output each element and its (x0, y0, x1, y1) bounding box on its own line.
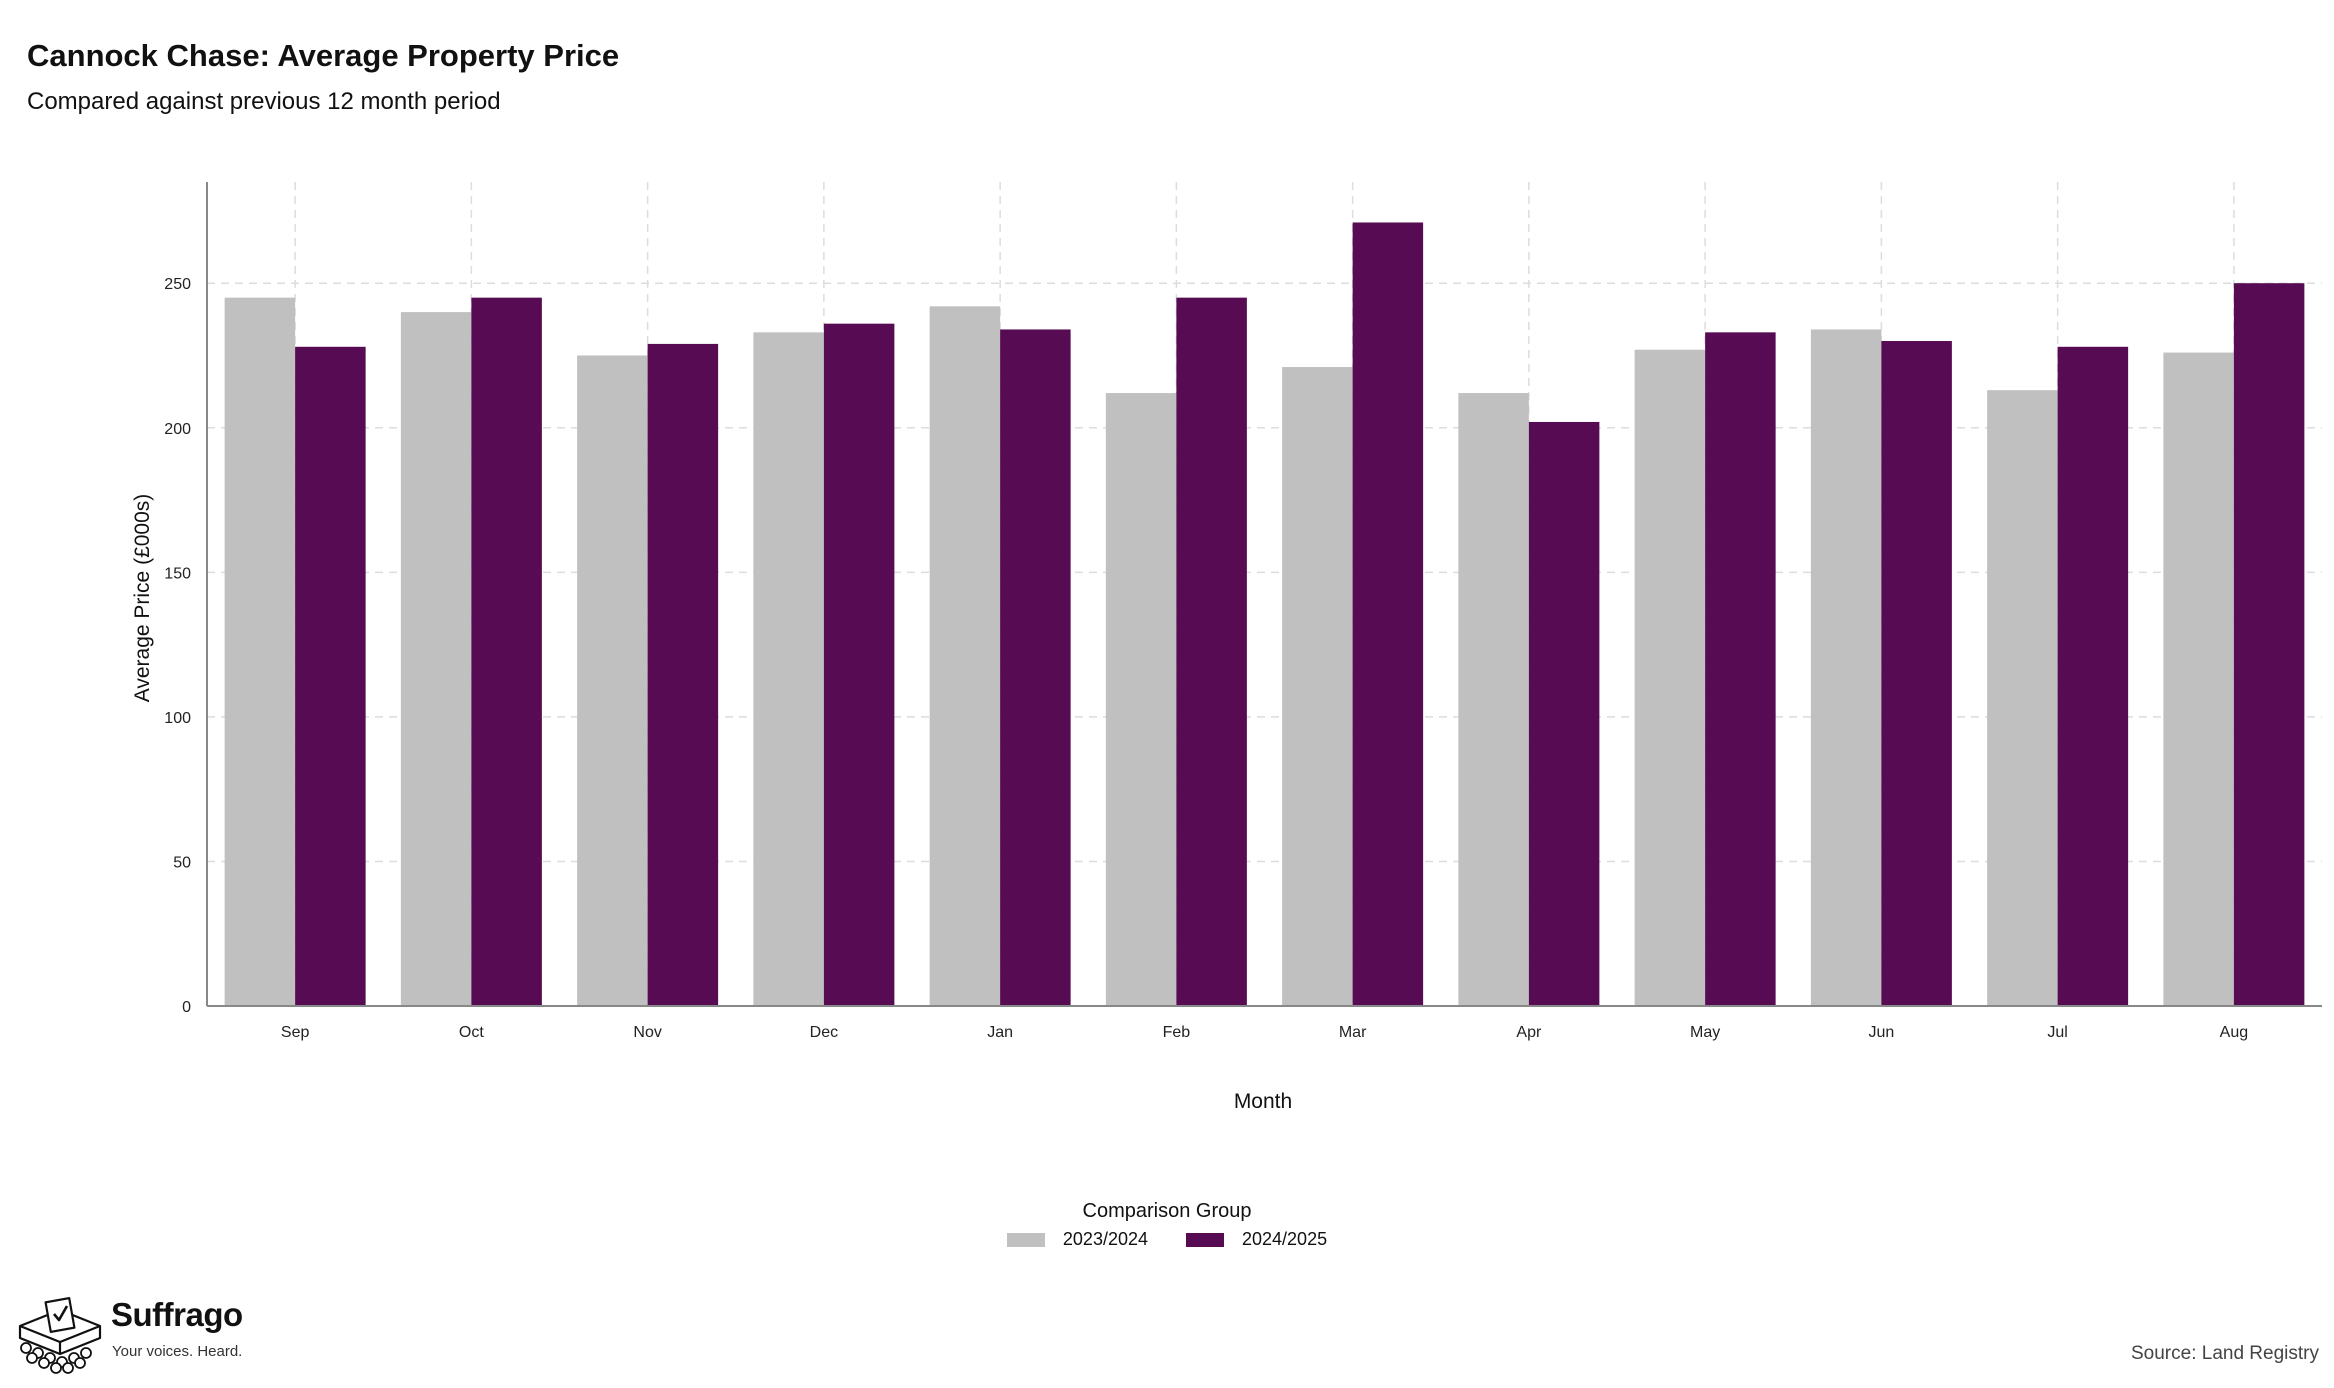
y-tick-label: 250 (164, 276, 191, 293)
chart-title: Cannock Chase: Average Property Price (27, 38, 620, 73)
y-tick-label: 50 (173, 854, 191, 871)
legend-label-2023-2024: 2023/2024 (1062, 1229, 1148, 1249)
x-axis-title: Month (1234, 1090, 1292, 1113)
bar-2023-2024-jun (1810, 329, 1882, 1006)
bar-2024-2025-feb (1176, 297, 1247, 1006)
bar-2024-2025-may (1705, 332, 1776, 1006)
bar-2024-2025-dec (823, 323, 895, 1006)
y-tick-label: 100 (164, 710, 191, 727)
source-note: Source: Land Registry (2131, 1343, 2319, 1364)
bar-2023-2024-oct (400, 312, 472, 1007)
legend-swatch-2023-2024 (1006, 1232, 1045, 1247)
x-tick-label: Oct (459, 1024, 484, 1041)
bar-chart: 0 50 100 150 200 250 Sep Oct Nov Dec Jan Feb Mar Apr M… (131, 182, 2322, 1113)
tick-labels: 0 50 100 150 200 250 Sep Oct Nov Dec Jan Feb Mar Apr M… (164, 276, 2248, 1041)
x-tick-label: Jan (987, 1024, 1013, 1041)
bar-2024-2025-sep (295, 346, 366, 1006)
legend-item-2023-2024: 2023/2024 (1006, 1229, 1148, 1250)
chart-subtitle: Compared against previous 12 month perio… (27, 88, 501, 115)
bar-2023-2024-jul (1987, 390, 2058, 1006)
y-tick-label: 0 (182, 999, 191, 1016)
y-tick-label: 200 (164, 421, 191, 438)
bar-2023-2024-sep (224, 297, 296, 1006)
x-tick-label: Aug (2220, 1024, 2248, 1041)
legend: Comparison Group 2023/2024 2024/2025 (0, 1200, 2334, 1252)
bar-2024-2025-aug (2233, 283, 2305, 1006)
ballot-box-icon (18, 1297, 102, 1374)
bar-2023-2024-may (1634, 349, 1706, 1006)
x-tick-label: Mar (1339, 1024, 1367, 1041)
x-tick-label: Dec (810, 1024, 838, 1041)
axes (206, 182, 2322, 1007)
brand-tagline: Your voices. Heard. (112, 1343, 243, 1360)
brand-block: Suffrago Your voices. Heard. (14, 1296, 254, 1376)
bar-2024-2025-jan (1000, 329, 1071, 1006)
bar-2024-2025-jul (2057, 346, 2129, 1006)
bar-2023-2024-jan (929, 306, 1001, 1006)
bars (224, 222, 2305, 1007)
bar-2024-2025-oct (471, 297, 542, 1006)
bar-2023-2024-feb (1105, 393, 1177, 1006)
bar-2023-2024-mar (1282, 367, 1353, 1007)
bar-2024-2025-jun (1881, 341, 1952, 1006)
x-tick-label: Jun (1868, 1024, 1894, 1041)
y-axis-title: Average Price (£000s) (131, 494, 154, 703)
legend-item-2024-2025: 2024/2025 (1186, 1229, 1327, 1250)
x-tick-label: May (1690, 1024, 1720, 1041)
x-tick-label: Feb (1163, 1024, 1191, 1041)
x-tick-label: Apr (1516, 1024, 1542, 1041)
brand-name: Suffrago (111, 1296, 243, 1333)
legend-title: Comparison Group (1082, 1200, 1252, 1222)
bar-2023-2024-dec (753, 332, 824, 1006)
bar-2024-2025-mar (1352, 222, 1424, 1007)
bar-2024-2025-apr (1528, 421, 1600, 1006)
x-tick-label: Jul (2047, 1024, 2067, 1041)
bar-2023-2024-apr (1458, 393, 1529, 1006)
bar-2023-2024-aug (2163, 352, 2234, 1006)
legend-label-2024-2025: 2024/2025 (1242, 1229, 1328, 1249)
legend-swatch-2024-2025 (1186, 1232, 1224, 1247)
y-tick-label: 150 (164, 565, 191, 582)
bar-2023-2024-nov (577, 355, 648, 1006)
x-tick-label: Nov (633, 1024, 661, 1041)
x-tick-label: Sep (281, 1024, 310, 1041)
bar-2024-2025-nov (647, 343, 719, 1006)
